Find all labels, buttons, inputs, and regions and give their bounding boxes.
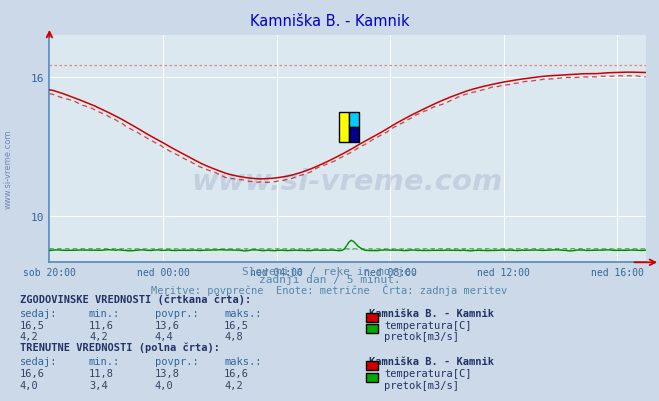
- Text: min.:: min.:: [89, 356, 120, 366]
- Text: 11,8: 11,8: [89, 368, 114, 378]
- Text: maks.:: maks.:: [224, 356, 262, 366]
- Text: 16,6: 16,6: [224, 368, 249, 378]
- Text: sedaj:: sedaj:: [20, 356, 57, 366]
- Text: 4,2: 4,2: [224, 380, 243, 390]
- Text: temperatura[C]: temperatura[C]: [384, 320, 472, 330]
- Text: 16,6: 16,6: [20, 368, 45, 378]
- Text: 11,6: 11,6: [89, 320, 114, 330]
- Text: 4,0: 4,0: [20, 380, 38, 390]
- Text: 4,2: 4,2: [89, 331, 107, 341]
- Text: povpr.:: povpr.:: [155, 308, 198, 318]
- Text: temperatura[C]: temperatura[C]: [384, 368, 472, 378]
- Text: 13,8: 13,8: [155, 368, 180, 378]
- Text: Meritve: povprečne  Enote: metrične  Črta: zadnja meritev: Meritve: povprečne Enote: metrične Črta:…: [152, 284, 507, 296]
- Text: pretok[m3/s]: pretok[m3/s]: [384, 380, 459, 390]
- Text: 16,5: 16,5: [224, 320, 249, 330]
- FancyBboxPatch shape: [349, 112, 359, 128]
- Text: pretok[m3/s]: pretok[m3/s]: [384, 331, 459, 341]
- Text: 16,5: 16,5: [20, 320, 45, 330]
- Text: sedaj:: sedaj:: [20, 308, 57, 318]
- Text: 4,0: 4,0: [155, 380, 173, 390]
- Text: ZGODOVINSKE VREDNOSTI (črtkana črta):: ZGODOVINSKE VREDNOSTI (črtkana črta):: [20, 294, 251, 304]
- Text: www.si-vreme.com: www.si-vreme.com: [192, 168, 503, 196]
- Text: 13,6: 13,6: [155, 320, 180, 330]
- Text: min.:: min.:: [89, 308, 120, 318]
- Text: 4,2: 4,2: [20, 331, 38, 341]
- Text: 4,4: 4,4: [155, 331, 173, 341]
- Text: Slovenija / reke in morje.: Slovenija / reke in morje.: [242, 267, 417, 277]
- Text: povpr.:: povpr.:: [155, 356, 198, 366]
- Text: Kamniška B. - Kamnik: Kamniška B. - Kamnik: [369, 356, 494, 366]
- Text: maks.:: maks.:: [224, 308, 262, 318]
- Text: www.si-vreme.com: www.si-vreme.com: [3, 129, 13, 208]
- Text: 3,4: 3,4: [89, 380, 107, 390]
- Text: TRENUTNE VREDNOSTI (polna črta):: TRENUTNE VREDNOSTI (polna črta):: [20, 342, 219, 352]
- FancyBboxPatch shape: [339, 112, 349, 142]
- Text: Kamniška B. - Kamnik: Kamniška B. - Kamnik: [369, 308, 494, 318]
- Text: Kamniška B. - Kamnik: Kamniška B. - Kamnik: [250, 14, 409, 29]
- FancyBboxPatch shape: [349, 128, 359, 142]
- Text: 4,8: 4,8: [224, 331, 243, 341]
- Text: zadnji dan / 5 minut.: zadnji dan / 5 minut.: [258, 275, 401, 285]
